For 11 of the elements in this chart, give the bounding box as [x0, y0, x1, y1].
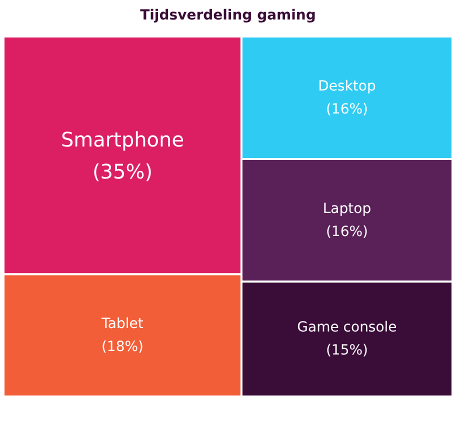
text: Tijdsverdeling gaming	[140, 8, 316, 24]
category-label: Smartphone	[60, 127, 184, 152]
category-label: Game console	[297, 320, 397, 336]
category-label: Laptop	[322, 200, 372, 217]
category-label: Desktop	[318, 78, 376, 94]
data-label: (15%)	[326, 342, 368, 359]
data-label: (35%)	[92, 159, 153, 184]
data-label: (16%)	[326, 224, 368, 240]
data-label: (18%)	[101, 338, 144, 355]
data-label: (16%)	[326, 101, 368, 118]
category-label: Tablet	[100, 316, 144, 332]
